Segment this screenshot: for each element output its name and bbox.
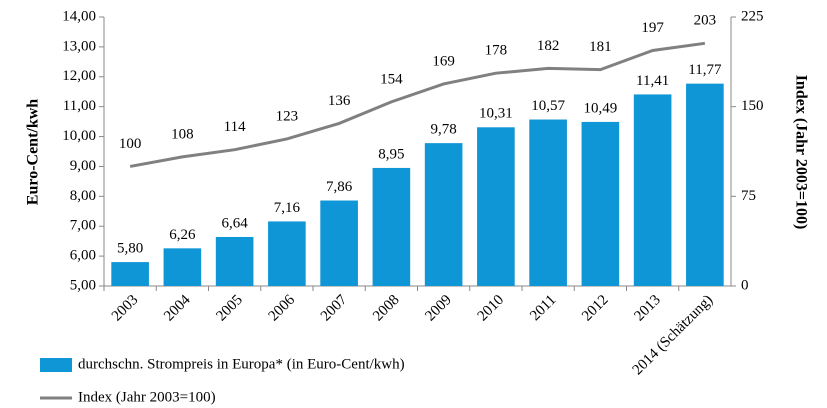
bar	[111, 262, 149, 286]
y-tick-label: 12,00	[62, 68, 96, 84]
x-tick-label: 2005	[213, 292, 246, 325]
line-value-label: 154	[380, 71, 403, 87]
bar	[477, 127, 515, 286]
y2-tick-label: 150	[741, 98, 764, 114]
y-tick-label: 13,00	[62, 38, 96, 54]
bar-value-label: 11,77	[688, 62, 722, 78]
bar-value-label: 10,57	[531, 98, 565, 114]
bar	[529, 119, 567, 286]
bar	[215, 236, 254, 286]
line-value-label: 203	[694, 13, 717, 29]
y-axis-label: Euro-Cent/kwh	[25, 99, 42, 205]
x-tick-label: 2003	[109, 292, 142, 325]
y2-tick-label: 0	[741, 277, 749, 293]
y2-tick-label: 75	[741, 188, 756, 204]
legend-swatch	[40, 358, 72, 372]
y-tick-label: 7,00	[70, 218, 96, 234]
x-tick-label: 2007	[318, 292, 351, 325]
bar-value-label: 10,49	[584, 100, 618, 116]
bar	[320, 200, 358, 286]
bar	[163, 248, 202, 286]
y-tick-label: 9,00	[70, 158, 96, 174]
y2-axis-label: Index (Jahr 2003=100)	[792, 75, 809, 230]
x-tick-label: 2011	[527, 292, 559, 324]
line-value-label: 197	[641, 20, 664, 36]
line-value-label: 114	[224, 119, 246, 135]
bar-value-label: 11,41	[636, 73, 669, 89]
bar-value-label: 10,31	[479, 106, 513, 122]
line-value-label: 178	[485, 43, 508, 59]
line-value-label: 108	[171, 126, 194, 142]
bar	[686, 83, 724, 286]
legend-label: durchschn. Strompreis in Europa* (in Eur…	[78, 356, 405, 372]
bar-value-label: 8,95	[378, 146, 404, 162]
y2-tick-label: 225	[741, 8, 764, 24]
bar-value-label: 5,80	[117, 241, 143, 257]
y-tick-label: 6,00	[70, 248, 96, 264]
legend-label: Index (Jahr 2003=100)	[78, 389, 216, 405]
bar-value-label: 9,78	[431, 122, 457, 138]
x-tick-label: 2013	[631, 292, 664, 325]
line-value-label: 100	[119, 136, 142, 152]
bar-value-label: 7,16	[274, 200, 301, 216]
bar	[372, 167, 411, 286]
line-value-label: 181	[589, 39, 612, 55]
x-tick-label: 2009	[422, 292, 455, 325]
line-value-label: 182	[537, 38, 560, 54]
y-tick-label: 5,00	[70, 277, 96, 293]
y-tick-label: 8,00	[70, 188, 96, 204]
x-tick-label: 2012	[579, 292, 612, 325]
bar-value-label: 6,26	[169, 227, 196, 243]
x-tick-label: 2010	[475, 292, 508, 325]
x-tick-label: 2006	[266, 292, 299, 325]
y-tick-label: 10,00	[62, 128, 96, 144]
bar	[424, 143, 463, 286]
bar-value-label: 7,86	[326, 179, 353, 195]
line-value-label: 169	[432, 53, 455, 69]
bar	[581, 121, 620, 286]
line-value-label: 136	[328, 93, 351, 109]
bar	[633, 94, 672, 286]
line	[129, 41, 706, 168]
y-tick-label: 14,00	[62, 8, 96, 24]
bar	[268, 221, 306, 286]
x-tick-label: 2008	[370, 292, 403, 325]
x-tick-label: 2004	[161, 292, 194, 325]
y-tick-label: 11,00	[63, 98, 96, 114]
line-value-label: 123	[276, 108, 299, 124]
bar-value-label: 6,64	[222, 215, 249, 231]
